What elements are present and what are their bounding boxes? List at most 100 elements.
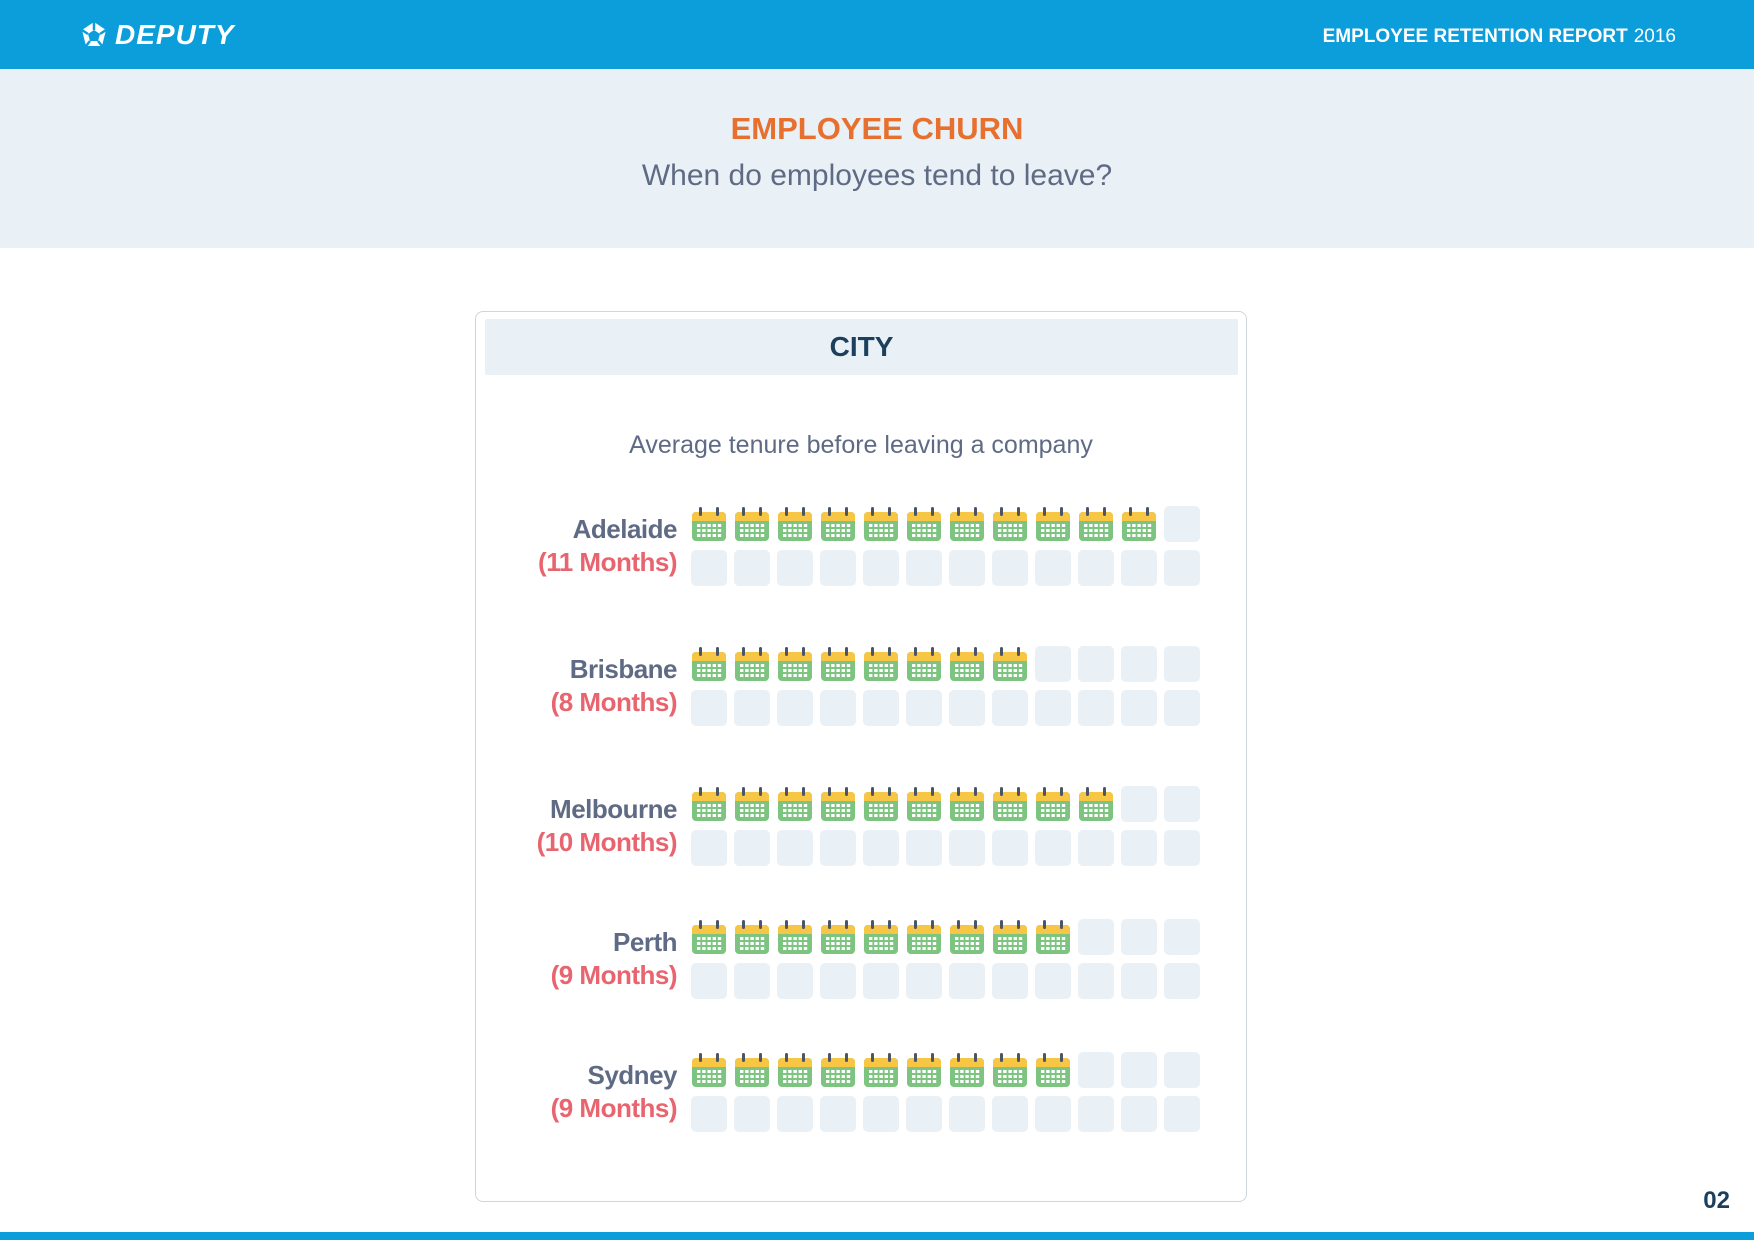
calendar-icon	[820, 1052, 856, 1088]
empty-month-cell	[1121, 830, 1157, 866]
empty-month-cell	[820, 963, 856, 999]
city-label: Sydney	[587, 1060, 678, 1090]
empty-month-cell	[734, 963, 770, 999]
bottom-bar	[0, 1232, 1754, 1240]
empty-month-cell	[1035, 1096, 1071, 1132]
city-row: Brisbane (8 Months)	[476, 646, 1248, 732]
empty-month-cell	[1121, 1052, 1157, 1088]
deputy-logo-icon	[79, 20, 109, 50]
empty-month-cell	[863, 550, 899, 586]
calendar-icon	[820, 786, 856, 822]
empty-month-cell	[906, 963, 942, 999]
empty-month-cell	[777, 830, 813, 866]
calendar-icon	[949, 646, 985, 682]
city-churn-card: CITY Average tenure before leaving a com…	[475, 311, 1247, 1202]
empty-month-cell	[1035, 550, 1071, 586]
empty-month-cell	[863, 963, 899, 999]
empty-month-cell	[1121, 1096, 1157, 1132]
empty-month-cell	[777, 690, 813, 726]
empty-month-cell	[992, 690, 1028, 726]
report-title-text: EMPLOYEE RETENTION REPORT	[1322, 26, 1628, 47]
report-year: 2016	[1633, 26, 1676, 47]
empty-month-cell	[777, 1096, 813, 1132]
section-title: EMPLOYEE CHURN	[730, 111, 1024, 146]
empty-month-cell	[1078, 550, 1114, 586]
months-label: (10 Months)	[536, 827, 678, 857]
empty-month-cell	[949, 550, 985, 586]
calendar-icon	[1121, 506, 1157, 542]
empty-month-cell	[820, 830, 856, 866]
months-label: (8 Months)	[550, 687, 678, 717]
empty-month-cell	[1035, 646, 1071, 682]
empty-month-cell	[820, 1096, 856, 1132]
calendar-icon	[820, 919, 856, 955]
empty-month-cell	[691, 1096, 727, 1132]
empty-month-cell	[734, 1096, 770, 1132]
empty-month-cell	[820, 690, 856, 726]
calendar-icon	[777, 786, 813, 822]
tenure-cells	[691, 506, 1203, 592]
empty-month-cell	[691, 550, 727, 586]
calendar-icon	[949, 786, 985, 822]
empty-month-cell	[863, 690, 899, 726]
tenure-cells	[691, 1052, 1203, 1138]
calendar-icon	[734, 646, 770, 682]
months-label: (9 Months)	[550, 1093, 678, 1123]
empty-month-cell	[691, 830, 727, 866]
city-label: Brisbane	[569, 654, 678, 684]
chart-caption: Average tenure before leaving a company	[629, 431, 1093, 459]
calendar-icon	[734, 1052, 770, 1088]
calendar-icon	[863, 919, 899, 955]
top-bar: DEPUTY EMPLOYEE RETENTION REPORT 2016	[0, 0, 1754, 69]
empty-month-cell	[734, 550, 770, 586]
empty-month-cell	[1078, 919, 1114, 955]
calendar-icon	[992, 506, 1028, 542]
calendar-icon	[777, 506, 813, 542]
calendar-icon	[820, 506, 856, 542]
section-banner: EMPLOYEE CHURN When do employees tend to…	[0, 69, 1754, 248]
calendar-icon	[863, 1052, 899, 1088]
empty-month-cell	[1078, 1052, 1114, 1088]
empty-month-cell	[863, 1096, 899, 1132]
empty-month-cell	[1164, 1096, 1200, 1132]
empty-month-cell	[1164, 830, 1200, 866]
empty-month-cell	[992, 550, 1028, 586]
calendar-icon	[863, 506, 899, 542]
calendar-icon	[949, 506, 985, 542]
city-row: Perth (9 Months)	[476, 919, 1248, 1005]
empty-month-cell	[1121, 919, 1157, 955]
empty-month-cell	[1164, 786, 1200, 822]
calendar-icon	[1078, 506, 1114, 542]
empty-month-cell	[734, 830, 770, 866]
empty-month-cell	[949, 690, 985, 726]
empty-month-cell	[1164, 646, 1200, 682]
calendar-icon	[863, 646, 899, 682]
empty-month-cell	[1035, 830, 1071, 866]
empty-month-cell	[777, 550, 813, 586]
calendar-icon	[1035, 786, 1071, 822]
empty-month-cell	[1121, 550, 1157, 586]
empty-month-cell	[1078, 963, 1114, 999]
empty-month-cell	[906, 550, 942, 586]
calendar-icon	[992, 1052, 1028, 1088]
empty-month-cell	[949, 1096, 985, 1132]
calendar-icon	[1078, 786, 1114, 822]
calendar-icon	[734, 506, 770, 542]
empty-month-cell	[863, 830, 899, 866]
empty-month-cell	[1078, 830, 1114, 866]
empty-month-cell	[949, 830, 985, 866]
empty-month-cell	[1164, 919, 1200, 955]
calendar-icon	[906, 786, 942, 822]
empty-month-cell	[1078, 646, 1114, 682]
tenure-cells	[691, 646, 1203, 732]
calendar-icon	[906, 919, 942, 955]
card-header: CITY	[485, 319, 1238, 375]
calendar-icon	[691, 1052, 727, 1088]
tenure-cells	[691, 786, 1203, 872]
calendar-icon	[691, 646, 727, 682]
page-number: 02	[1703, 1187, 1730, 1214]
card-header-label: CITY	[829, 331, 894, 362]
calendar-icon	[1035, 1052, 1071, 1088]
calendar-icon	[906, 506, 942, 542]
months-label: (11 Months)	[538, 547, 677, 577]
